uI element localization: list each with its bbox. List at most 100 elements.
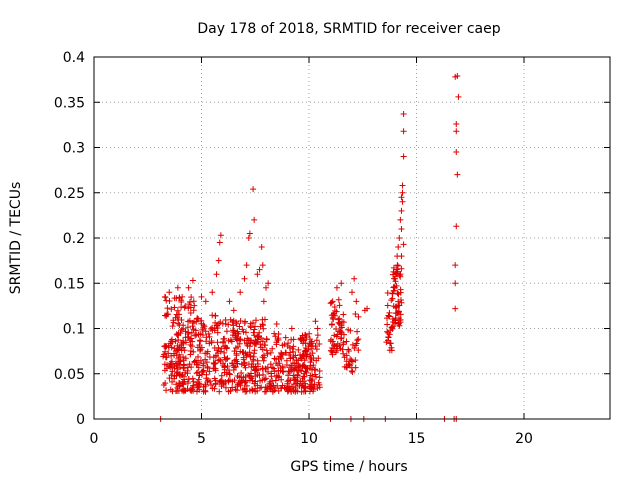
data-point [396,272,403,279]
data-point [297,367,304,374]
data-point [313,346,320,353]
data-point [294,371,301,378]
data-point [251,216,258,223]
data-point [202,328,209,335]
data-point [182,334,189,341]
data-point [162,380,169,387]
data-point [394,290,401,297]
data-point [259,262,266,269]
data-point [209,289,216,296]
data-point [209,312,216,319]
data-point [249,377,256,384]
data-point [387,340,394,347]
data-point [353,298,360,305]
data-point [213,322,220,329]
data-point [229,318,236,325]
data-point [300,373,307,380]
data-point [297,335,304,342]
data-point [211,385,218,392]
data-point [305,346,312,353]
data-point [220,338,227,345]
data-point [238,361,245,368]
data-point [393,271,400,278]
data-point [231,357,238,364]
data-point [231,348,238,355]
data-point [345,326,352,333]
data-point [165,344,172,351]
data-point [283,362,290,369]
data-point [252,317,259,324]
data-point [332,349,339,356]
data-point [331,332,338,339]
data-point [306,330,313,337]
data-point [161,293,168,300]
data-point [257,344,264,351]
data-point [178,372,185,379]
data-point [333,325,340,332]
data-point [311,381,318,388]
data-point [189,277,196,284]
data-point [397,216,404,223]
data-point [187,351,194,358]
data-point [340,311,347,318]
data-point [267,349,274,356]
data-point [180,338,187,345]
data-point [173,331,180,338]
x-tick-label: 0 [90,431,99,447]
data-point [188,387,195,394]
data-point [166,297,173,304]
data-point [251,323,258,330]
data-point [197,347,204,354]
data-point [341,354,348,361]
data-point [308,355,315,362]
data-point [191,302,198,309]
data-point [297,378,304,385]
data-point [395,244,402,251]
data-point [222,321,229,328]
data-point [162,354,169,361]
data-point [316,340,323,347]
data-point [260,298,267,305]
data-point [304,351,311,358]
data-point [345,348,352,355]
data-point [398,194,405,201]
data-point [400,128,407,135]
data-point [337,345,344,352]
data-point [388,324,395,331]
data-point [355,313,362,320]
data-point [385,334,392,341]
chart-title: Day 178 of 2018, SRMTID for receiver cae… [197,21,500,37]
data-point [172,338,179,345]
data-point [303,369,310,376]
data-point [163,365,170,372]
data-point [182,328,189,335]
data-point [275,330,282,337]
data-point [176,351,183,358]
data-point [176,311,183,318]
data-point [330,316,337,323]
data-point [337,335,344,342]
y-tick-label: 0.3 [63,141,85,157]
data-point [399,182,406,189]
data-point [312,318,319,325]
data-point [174,307,181,314]
data-point [398,207,405,214]
data-point [330,341,337,348]
data-point [198,293,205,300]
data-point [221,380,228,387]
data-point [200,367,207,374]
data-point [162,342,169,349]
data-point [187,341,194,348]
data-point [184,380,191,387]
data-point [393,282,400,289]
data-point [262,342,269,349]
data-point [188,294,195,301]
data-point [287,355,294,362]
data-point [234,330,241,337]
data-point [172,347,179,354]
data-point [215,357,222,364]
data-point [187,387,194,394]
data-point [202,387,209,394]
data-point [308,343,315,350]
data-point [173,381,180,388]
